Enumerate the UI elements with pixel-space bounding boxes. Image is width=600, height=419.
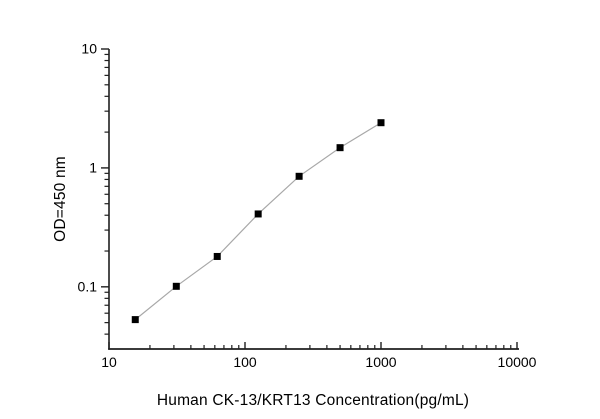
x-tick-label: 10: [101, 354, 117, 370]
y-tick-label: 0.1: [78, 278, 98, 294]
data-point-marker: [213, 252, 221, 260]
y-tick-label: 1: [89, 159, 97, 175]
x-tick-label: 10000: [498, 354, 537, 370]
data-point-marker: [336, 144, 344, 152]
x-tick-label: 1000: [365, 354, 396, 370]
y-axis-title: OD=450 nm: [52, 156, 69, 242]
data-point-marker: [172, 282, 180, 290]
x-axis-title: Human CK-13/KRT13 Concentration(pg/mL): [156, 392, 470, 409]
data-point-marker: [377, 119, 385, 127]
y-tick-label: 10: [81, 41, 97, 57]
series-line: [134, 122, 382, 321]
data-point-marker: [131, 316, 139, 324]
x-tick-label: 100: [233, 354, 257, 370]
data-point-marker: [295, 172, 303, 180]
data-point-marker: [254, 210, 262, 218]
